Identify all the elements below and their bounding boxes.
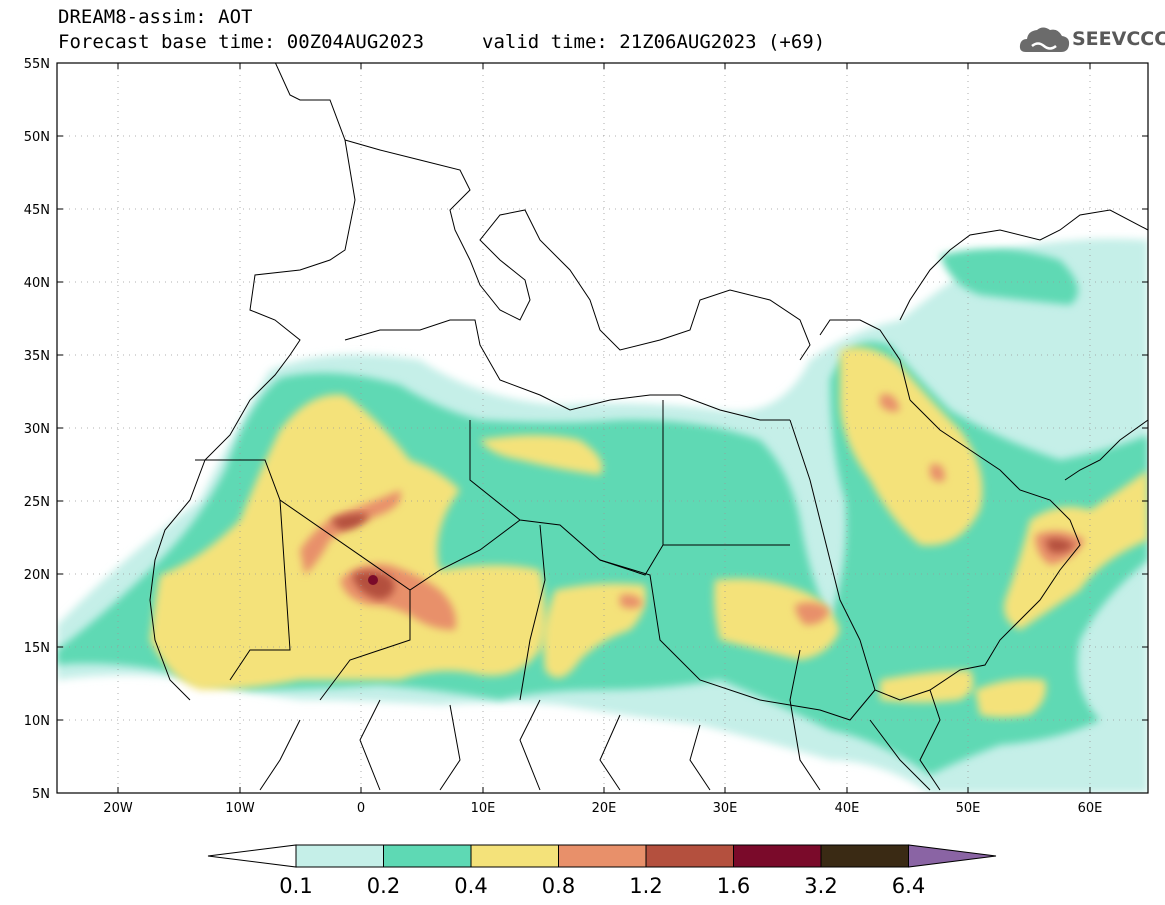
colorbar-segment xyxy=(295,844,384,868)
forecast-base-time: Forecast base time: 00Z04AUG2023 xyxy=(58,31,425,53)
map-axes: 55N 50N 45N 40N 35N 30N 25N 20N 15N 10N 5N 20W 10W 0 1… xyxy=(24,57,1148,816)
lon-label: 0 xyxy=(357,801,365,816)
coastlines-and-borders xyxy=(149,63,1148,791)
lat-label: 10N xyxy=(24,714,50,729)
lon-label: 10E xyxy=(471,801,496,816)
lat-label: 50N xyxy=(24,130,50,145)
lon-label: 30E xyxy=(713,801,738,816)
lat-label: 40N xyxy=(24,276,50,291)
valid-time: valid time: 21Z06AUG2023 (+69) xyxy=(482,31,826,53)
lat-label: 55N xyxy=(24,57,50,72)
colorbar: 0.1 0.2 0.4 0.8 1.2 1.6 3.2 6.4 xyxy=(207,844,997,898)
lon-label: 20E xyxy=(592,801,617,816)
cloud-icon xyxy=(1019,27,1070,52)
lon-label: 20W xyxy=(103,801,133,816)
lat-label: 20N xyxy=(24,568,50,583)
colorbar-high-arrow xyxy=(908,844,997,868)
lat-label: 15N xyxy=(24,641,50,656)
colorbar-label: 3.2 xyxy=(804,874,837,898)
lon-label: 60E xyxy=(1078,801,1103,816)
lon-label: 40E xyxy=(835,801,860,816)
colorbar-label: 1.6 xyxy=(717,874,750,898)
colorbar-segment xyxy=(383,844,472,868)
colorbar-label: 0.2 xyxy=(367,874,400,898)
colorbar-label: 0.1 xyxy=(279,874,312,898)
lat-label: 35N xyxy=(24,349,50,364)
colorbar-segment xyxy=(645,844,734,868)
colorbar-label: 0.8 xyxy=(542,874,575,898)
lat-label: 30N xyxy=(24,422,50,437)
logo-text: SEEVCCC xyxy=(1072,28,1165,50)
seevccc-logo: SEEVCCC xyxy=(1018,22,1165,58)
aot-level-1.2 xyxy=(330,513,1075,600)
lon-label: 10W xyxy=(225,801,255,816)
colorbar-segment xyxy=(558,844,647,868)
colorbar-label: 6.4 xyxy=(892,874,925,898)
colorbar-segment xyxy=(470,844,559,868)
colorbar-label: 0.4 xyxy=(454,874,487,898)
aot-field xyxy=(57,238,1148,793)
colorbar-low-arrow xyxy=(207,844,297,868)
lat-label: 5N xyxy=(32,787,50,802)
colorbar-label: 1.2 xyxy=(629,874,662,898)
colorbar-segment xyxy=(820,844,909,868)
lat-label: 45N xyxy=(24,203,50,218)
lat-label: 25N xyxy=(24,495,50,510)
colorbar-segment xyxy=(733,844,822,868)
map-title: DREAM8-assim: AOT xyxy=(58,6,253,28)
aot-level-1.6 xyxy=(368,575,378,585)
lon-label: 50E xyxy=(956,801,981,816)
